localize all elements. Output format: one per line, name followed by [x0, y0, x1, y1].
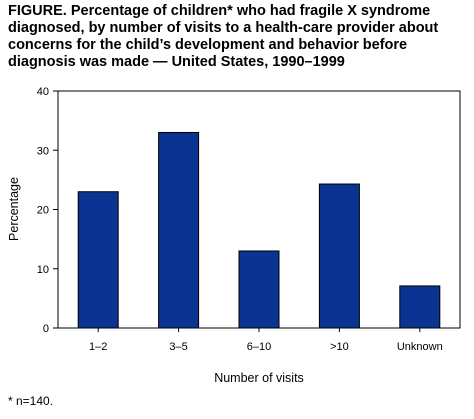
chart-title: FIGURE. Percentage of children* who had …	[8, 3, 439, 70]
bar	[318, 183, 360, 329]
bar	[399, 285, 441, 329]
x-tick-label: Unknown	[397, 341, 443, 353]
bar	[238, 250, 280, 329]
y-tick-label: 10	[37, 264, 49, 276]
x-tick-label: 3–5	[169, 341, 187, 353]
footnote: * n=140.	[8, 394, 54, 408]
bar-chart: 0 10 20 30 40 1–2 3–5 6–10 >10 Unknown Percentage…	[7, 86, 461, 385]
bars	[77, 131, 441, 329]
x-tick-label: >10	[330, 341, 349, 353]
x-axis-title: Number of visits	[214, 371, 304, 385]
y-tick-label: 20	[37, 205, 49, 217]
y-tick-label: 0	[43, 323, 49, 335]
x-tick-label: 6–10	[247, 341, 271, 353]
bar	[77, 191, 119, 329]
y-tick-label: 40	[37, 86, 49, 98]
y-tick-label: 30	[37, 145, 49, 157]
labels: 0 10 20 30 40 1–2 3–5 6–10 >10 Unknown	[37, 86, 443, 353]
y-axis-title: Percentage	[7, 177, 21, 241]
bar	[158, 131, 200, 329]
x-tick-label: 1–2	[89, 341, 107, 353]
